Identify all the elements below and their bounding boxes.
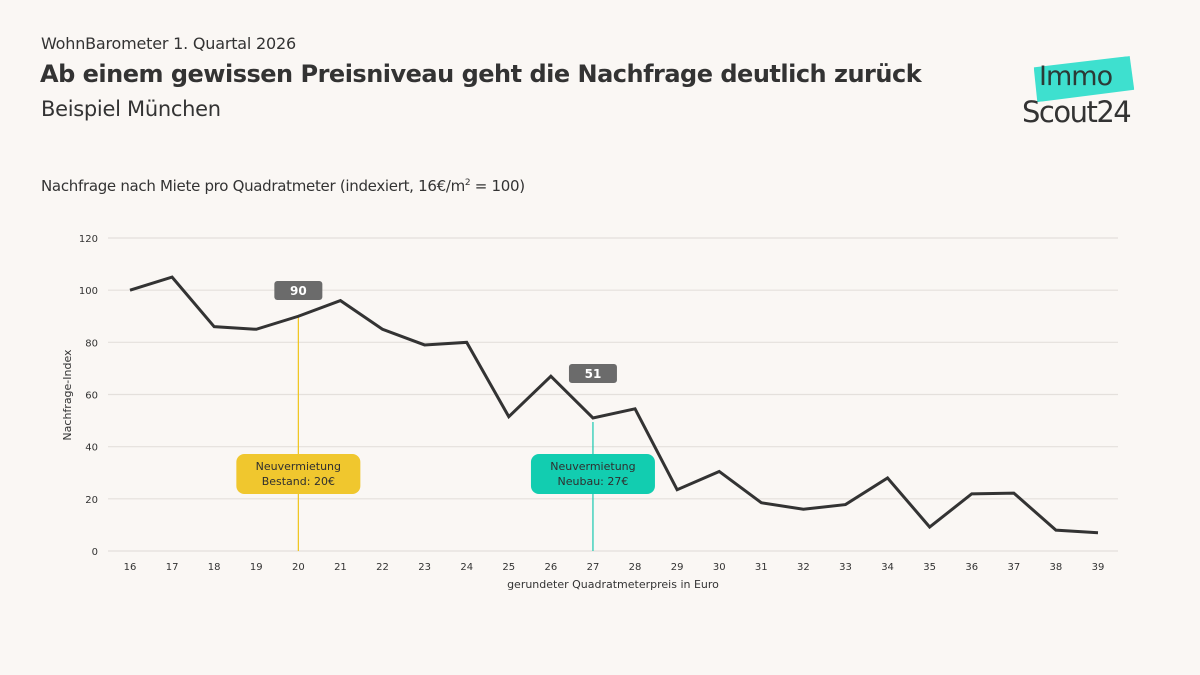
y-axis-label: Nachfrage-Index bbox=[61, 349, 74, 441]
x-tick-label: 22 bbox=[376, 562, 389, 573]
series-line bbox=[129, 275, 1099, 535]
x-tick-label: 38 bbox=[1050, 562, 1063, 573]
value-label-box bbox=[274, 281, 323, 300]
chart-title: Nachfrage nach Miete pro Quadratmeter (i… bbox=[41, 177, 525, 195]
y-tick-label: 80 bbox=[85, 338, 98, 349]
x-tick-label: 18 bbox=[208, 562, 221, 573]
annotation-box bbox=[530, 454, 655, 494]
report-kicker: WohnBarometer 1. Quartal 2026 bbox=[41, 34, 296, 53]
x-tick-label: 26 bbox=[545, 562, 558, 573]
logo-text-immo: Immo bbox=[1039, 61, 1113, 92]
value-label-box bbox=[568, 364, 617, 383]
chart-title-sup: 2 bbox=[464, 178, 471, 188]
x-tick-label: 29 bbox=[671, 562, 684, 573]
annotation-box bbox=[236, 454, 361, 494]
annotation-box-line1: Neuvermietung bbox=[550, 460, 635, 473]
x-tick-label: 30 bbox=[713, 562, 726, 573]
y-tick-label: 120 bbox=[79, 234, 98, 245]
x-tick-label: 21 bbox=[334, 562, 347, 573]
x-tick-label: 27 bbox=[587, 562, 600, 573]
x-tick-label: 24 bbox=[460, 562, 473, 573]
x-tick-label: 28 bbox=[629, 562, 642, 573]
x-tick-label: 36 bbox=[965, 562, 978, 573]
x-tick-label: 25 bbox=[502, 562, 515, 573]
value-label: 51 bbox=[585, 367, 602, 381]
y-tick-label: 20 bbox=[85, 495, 98, 506]
page-subtitle: Beispiel München bbox=[41, 97, 221, 121]
x-tick-label: 39 bbox=[1092, 562, 1105, 573]
x-axis-label: gerundeter Quadratmeterpreis in Euro bbox=[507, 578, 719, 591]
value-label: 90 bbox=[290, 284, 307, 298]
chart-title-main: Nachfrage nach Miete pro Quadratmeter (i… bbox=[41, 177, 465, 195]
x-tick-label: 35 bbox=[923, 562, 936, 573]
annotation-box-line1: Neuvermietung bbox=[256, 460, 341, 473]
page-title: Ab einem gewissen Preisniveau geht die N… bbox=[40, 60, 922, 88]
y-tick-label: 0 bbox=[92, 547, 98, 558]
y-tick-label: 40 bbox=[85, 443, 98, 454]
x-tick-label: 31 bbox=[755, 562, 768, 573]
y-tick-label: 60 bbox=[85, 391, 98, 402]
x-tick-label: 33 bbox=[839, 562, 852, 573]
x-tick-label: 37 bbox=[1007, 562, 1020, 573]
x-tick-label: 32 bbox=[797, 562, 810, 573]
immoscout24-logo: Immo Scout24 bbox=[1022, 56, 1142, 136]
x-tick-label: 20 bbox=[292, 562, 305, 573]
x-tick-label: 16 bbox=[124, 562, 137, 573]
annotation-box-line2: Neubau: 27€ bbox=[558, 475, 629, 488]
logo-text-scout24: Scout24 bbox=[1022, 95, 1132, 129]
x-tick-label: 17 bbox=[166, 562, 179, 573]
x-tick-label: 23 bbox=[418, 562, 431, 573]
x-tick-label: 34 bbox=[881, 562, 894, 573]
x-tick-label: 19 bbox=[250, 562, 263, 573]
chart-title-end: = 100) bbox=[470, 177, 525, 195]
annotation-box-line2: Bestand: 20€ bbox=[262, 475, 335, 488]
y-tick-label: 100 bbox=[79, 286, 98, 297]
